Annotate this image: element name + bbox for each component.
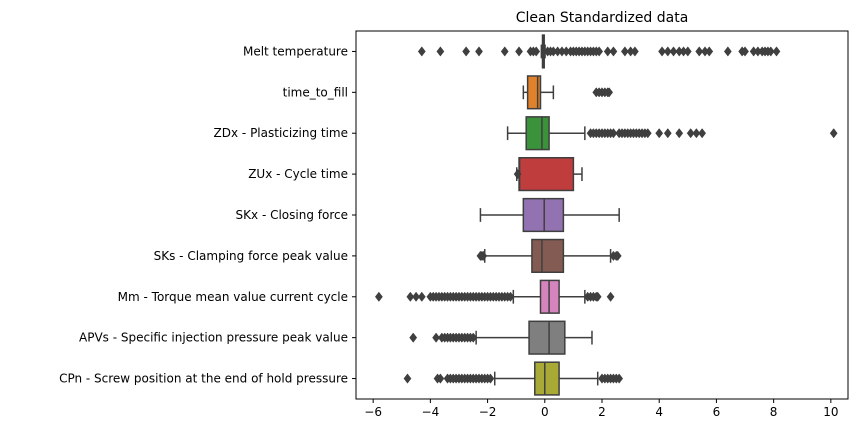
x-tick-label: 2 xyxy=(598,405,606,419)
outlier-point xyxy=(766,46,775,57)
outlier-point xyxy=(506,291,515,302)
x-tick-label: 10 xyxy=(823,405,838,419)
outlier-point xyxy=(620,46,629,57)
box-series: SKs - Clamping force peak value xyxy=(154,238,622,273)
x-tick-label: 4 xyxy=(655,405,663,419)
outlier-point xyxy=(409,332,418,343)
y-tick-label: Mm - Torque mean value current cycle xyxy=(118,290,348,304)
outlier-point xyxy=(675,128,684,139)
outlier-point xyxy=(479,250,488,261)
outlier-point xyxy=(609,128,618,139)
outlier-point xyxy=(692,128,701,139)
outlier-point xyxy=(643,128,652,139)
outlier-point xyxy=(605,87,614,98)
outlier-point xyxy=(658,46,666,57)
outlier-point xyxy=(486,373,495,384)
outlier-point xyxy=(613,250,622,261)
outlier-point xyxy=(593,291,602,302)
outlier-point xyxy=(412,291,420,302)
outlier-point xyxy=(655,128,664,139)
outlier-point xyxy=(686,128,695,139)
outlier-point xyxy=(432,332,441,343)
outlier-point xyxy=(683,46,692,57)
y-tick-label: ZDx - Plasticizing time xyxy=(214,126,348,140)
box-series: Mm - Torque mean value current cycle xyxy=(118,279,615,314)
outlier-point xyxy=(705,46,714,57)
box-iqr xyxy=(522,197,565,233)
box-iqr xyxy=(525,116,550,151)
box-series: CPn - Screw position at the end of hold … xyxy=(59,361,624,396)
outlier-point xyxy=(403,373,412,384)
outlier-point xyxy=(630,46,639,57)
box-series: SKx - Closing force xyxy=(236,197,620,233)
outlier-point xyxy=(436,373,445,384)
x-tick-label: 0 xyxy=(541,405,549,419)
outlier-point xyxy=(436,46,445,57)
outlier-point xyxy=(469,332,478,343)
x-tick-label: 8 xyxy=(770,405,778,419)
box-series: ZUx - Cycle time xyxy=(248,157,583,192)
plot-area: Melt temperature time_to_fill ZDx - Plasti… xyxy=(59,34,838,419)
outlier-point xyxy=(374,291,383,302)
outlier-point xyxy=(462,46,471,57)
y-tick-label: SKs - Clamping force peak value xyxy=(154,249,348,263)
outlier-point xyxy=(663,128,672,139)
outlier-point xyxy=(669,46,678,57)
box-iqr xyxy=(518,157,575,192)
outlier-point xyxy=(723,46,732,57)
x-tick-label: −6 xyxy=(364,405,382,419)
outlier-point xyxy=(829,128,838,139)
outlier-point xyxy=(663,46,672,57)
plot-frame xyxy=(355,30,849,400)
box-iqr xyxy=(531,238,565,273)
outlier-point xyxy=(695,46,704,57)
box-iqr xyxy=(526,75,542,110)
x-tick-label: −4 xyxy=(422,405,440,419)
x-tick-label: 6 xyxy=(713,405,721,419)
outlier-point xyxy=(595,46,604,57)
outlier-point xyxy=(406,291,415,302)
box-iqr xyxy=(534,361,560,396)
outlier-point xyxy=(513,169,522,180)
outlier-point xyxy=(772,46,781,57)
box-series: APVs - Specific injection pressure peak … xyxy=(79,320,593,355)
y-tick-label: ZUx - Cycle time xyxy=(248,167,348,181)
y-tick-label: APVs - Specific injection pressure peak … xyxy=(79,331,348,345)
box-series: time_to_fill xyxy=(283,75,614,110)
outlier-point xyxy=(500,46,509,57)
outlier-point xyxy=(609,46,618,57)
y-tick-label: time_to_fill xyxy=(283,85,348,99)
chart-title: Clean Standardized data xyxy=(516,10,689,26)
outlier-point xyxy=(475,46,483,57)
y-tick-label: SKx - Closing force xyxy=(236,208,348,222)
y-tick-label: Melt temperature xyxy=(243,44,348,58)
outlier-point xyxy=(606,291,615,302)
box-iqr xyxy=(528,320,566,355)
outlier-point xyxy=(532,46,541,57)
x-tick-label: −2 xyxy=(479,405,497,419)
outlier-point xyxy=(417,46,426,57)
box-series: ZDx - Plasticizing time xyxy=(214,116,838,151)
outlier-point xyxy=(417,291,426,302)
box-series: Melt temperature xyxy=(243,34,781,69)
outlier-point xyxy=(698,128,707,139)
outlier-point xyxy=(741,46,749,57)
outlier-point xyxy=(515,46,523,57)
outlier-point xyxy=(615,373,624,384)
outlier-point xyxy=(603,46,612,57)
y-tick-label: CPn - Screw position at the end of hold … xyxy=(59,372,348,386)
